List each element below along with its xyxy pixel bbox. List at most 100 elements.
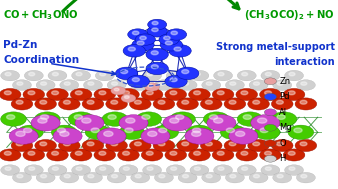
Circle shape (200, 139, 222, 152)
Circle shape (260, 149, 281, 161)
Circle shape (85, 125, 111, 139)
Circle shape (206, 174, 212, 178)
Circle shape (16, 142, 23, 146)
Circle shape (294, 128, 302, 133)
Circle shape (57, 128, 66, 133)
Circle shape (104, 131, 113, 136)
FancyArrowPatch shape (63, 0, 239, 11)
Circle shape (1, 165, 20, 175)
Circle shape (159, 128, 167, 133)
Circle shape (24, 165, 43, 175)
Circle shape (203, 112, 229, 126)
Circle shape (206, 142, 212, 146)
Circle shape (129, 139, 151, 152)
Circle shape (146, 151, 153, 155)
Circle shape (82, 98, 104, 110)
Circle shape (123, 151, 129, 155)
Circle shape (169, 45, 191, 57)
Circle shape (264, 109, 276, 116)
Circle shape (209, 115, 218, 119)
Circle shape (170, 112, 195, 126)
Circle shape (253, 142, 260, 146)
Circle shape (64, 174, 70, 178)
Circle shape (261, 70, 280, 81)
Circle shape (289, 72, 295, 76)
Circle shape (236, 149, 258, 161)
Circle shape (11, 139, 33, 152)
Circle shape (146, 48, 168, 61)
Circle shape (23, 88, 45, 101)
Circle shape (40, 142, 47, 146)
Circle shape (212, 149, 234, 161)
Circle shape (111, 87, 126, 95)
Circle shape (171, 72, 177, 76)
Circle shape (95, 165, 114, 175)
Circle shape (190, 165, 209, 175)
Circle shape (159, 82, 165, 85)
Circle shape (148, 84, 153, 87)
Circle shape (237, 165, 256, 175)
Circle shape (224, 139, 246, 152)
Circle shape (251, 115, 280, 131)
Circle shape (192, 131, 201, 136)
Circle shape (111, 100, 118, 104)
Circle shape (206, 100, 212, 104)
Circle shape (147, 72, 153, 76)
Circle shape (58, 139, 80, 152)
Circle shape (185, 128, 214, 144)
Text: Mg: Mg (279, 123, 292, 132)
Circle shape (0, 149, 21, 161)
Circle shape (35, 98, 56, 110)
Circle shape (83, 80, 102, 90)
Circle shape (273, 80, 292, 90)
Circle shape (95, 70, 114, 81)
Circle shape (135, 34, 155, 45)
Circle shape (5, 167, 11, 170)
Circle shape (176, 67, 199, 80)
Circle shape (254, 174, 260, 178)
Circle shape (177, 139, 198, 152)
Circle shape (91, 128, 99, 133)
Circle shape (194, 91, 200, 95)
Circle shape (248, 98, 269, 110)
Circle shape (183, 82, 189, 85)
Circle shape (118, 149, 139, 161)
Circle shape (212, 88, 234, 101)
Circle shape (112, 82, 118, 85)
Circle shape (171, 31, 177, 35)
Circle shape (131, 172, 150, 183)
Circle shape (132, 31, 139, 35)
Circle shape (165, 41, 172, 45)
Circle shape (248, 139, 269, 152)
Circle shape (23, 128, 32, 133)
Circle shape (265, 151, 271, 155)
Circle shape (13, 80, 31, 90)
Circle shape (129, 98, 151, 110)
Circle shape (40, 100, 47, 104)
Circle shape (300, 100, 307, 104)
Circle shape (4, 151, 11, 155)
Circle shape (123, 91, 129, 95)
Circle shape (190, 70, 209, 81)
Circle shape (146, 62, 168, 75)
Circle shape (135, 174, 141, 178)
Circle shape (151, 51, 158, 55)
Circle shape (40, 115, 49, 119)
Circle shape (119, 115, 148, 131)
Circle shape (18, 125, 43, 139)
Circle shape (106, 139, 127, 152)
Circle shape (273, 172, 292, 183)
Circle shape (170, 78, 177, 82)
Circle shape (182, 70, 189, 74)
Text: H: H (279, 154, 286, 163)
Circle shape (141, 149, 163, 161)
Circle shape (170, 91, 177, 95)
Circle shape (241, 151, 248, 155)
Circle shape (165, 149, 187, 161)
Circle shape (276, 142, 283, 146)
Circle shape (265, 167, 271, 170)
Circle shape (249, 172, 268, 183)
Circle shape (165, 88, 187, 101)
Circle shape (72, 70, 91, 81)
Circle shape (160, 39, 183, 51)
